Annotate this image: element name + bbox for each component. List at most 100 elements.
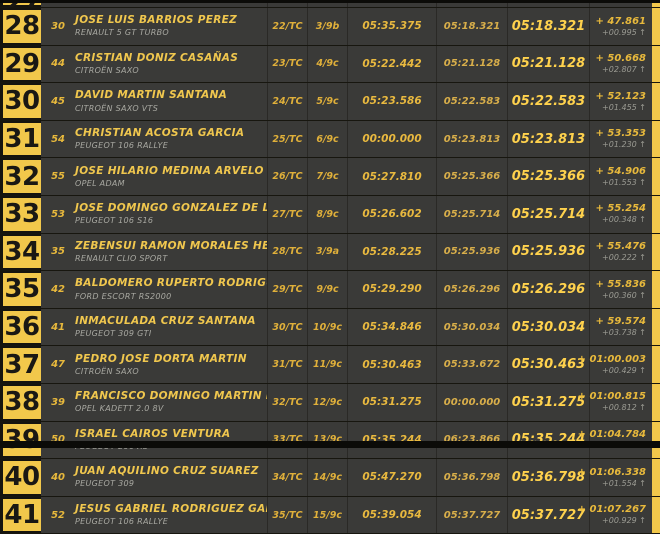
split-time-cell: 05:35.375 (348, 8, 437, 45)
gap-cell: + 55.476 +00.222 ↑ (590, 234, 652, 271)
gap-to-previous: +03.738 ↑ (602, 328, 646, 338)
position-badge: 38 (3, 385, 41, 419)
driver-cell[interactable]: BALDOMERO RUPERTO RODRIGUEZ HERNANDEZ FO… (69, 271, 268, 308)
position-badge: 34 (3, 235, 41, 269)
position-badge: 32 (3, 160, 41, 193)
position-cell: 30 (0, 83, 41, 120)
driver-cell[interactable]: ISRAEL CAIROS VENTURA PEUGEOT 206 XS (69, 421, 268, 459)
table-row[interactable]: 38 39 FRANCISCO DOMINGO MARTIN DORTA OPE… (0, 383, 660, 422)
car-model: PEUGEOT 106 RALLYE (75, 141, 169, 151)
right-edge-stripe (652, 0, 660, 7)
table-row[interactable]: 27 (0, 0, 660, 8)
driver-name: BALDOMERO RUPERTO RODRIGUEZ HERNANDEZ (75, 277, 267, 290)
car-number: 55 (51, 171, 65, 183)
driver-cell[interactable] (69, 0, 268, 7)
car-model: RENAULT CLIO SPORT (75, 253, 168, 263)
car-model: PEUGEOT 309 GTI (75, 329, 152, 339)
gap-cell: + 50.668 +02.807 ↑ (590, 46, 652, 83)
stage-cell: 10/9c (308, 308, 348, 346)
car-number: 44 (51, 58, 65, 70)
time-control-cell: 26/TC (268, 158, 308, 195)
gap-cell: + 01:06.338 +01.554 ↑ (578, 459, 652, 496)
table-row[interactable]: 28 30 JOSE LUIS BARRIOS PEREZ RENAULT 5 … (0, 8, 660, 46)
position-badge: 28 (3, 10, 41, 43)
right-edge-stripe (652, 195, 660, 233)
car-number: 40 (51, 471, 65, 483)
stage-cell: 13/9c (308, 421, 348, 459)
driver-cell[interactable]: FRANCISCO DOMINGO MARTIN DORTA OPEL KADE… (69, 383, 268, 421)
driver-name: ISRAEL CAIROS VENTURA (75, 427, 231, 440)
gap-to-leader: + 52.123 (595, 90, 646, 102)
split-time-cell (348, 0, 437, 7)
gap-to-leader: + 55.476 (595, 241, 646, 253)
right-edge-stripe (652, 496, 660, 534)
gap-to-previous: +00.812 ↑ (602, 403, 646, 413)
table-row[interactable]: 33 53 JOSE DOMINGO GONZALEZ DE LA CRUZ P… (0, 195, 660, 234)
position-cell: 34 (0, 233, 41, 271)
stage-time-cell (437, 0, 508, 7)
position-cell: 32 (0, 158, 41, 195)
table-row[interactable]: 36 41 INMACULADA CRUZ SANTANA PEUGEOT 30… (0, 308, 660, 347)
car-model: CITROËN SAXO (75, 65, 139, 75)
driver-cell[interactable]: JOSE HILARIO MEDINA ARVELO OPEL ADAM (69, 158, 268, 195)
driver-cell[interactable]: JOSE LUIS BARRIOS PEREZ RENAULT 5 GT TUR… (69, 8, 268, 45)
time-control-cell: 31/TC (268, 346, 308, 383)
driver-cell[interactable]: INMACULADA CRUZ SANTANA PEUGEOT 309 GTI (69, 308, 268, 346)
gap-to-leader: + 01:00.815 (577, 391, 646, 403)
total-time-cell: 05:25.366 (508, 158, 590, 195)
driver-name: ZEBENSUI RAMON MORALES HERRERA (75, 239, 267, 252)
driver-name: CHRISTIAN ACOSTA GARCIA (75, 127, 245, 140)
driver-cell[interactable]: CHRISTIAN ACOSTA GARCIA PEUGEOT 106 RALL… (69, 120, 268, 158)
gap-to-previous: +00.995 ↑ (602, 27, 646, 37)
driver-cell[interactable]: ZEBENSUI RAMON MORALES HERRERA RENAULT C… (69, 233, 268, 271)
gap-to-previous: +00.429 ↑ (602, 365, 646, 375)
gap-cell: + 01:07.267 +00.929 ↑ (578, 497, 652, 534)
table-row[interactable]: 40 40 JUAN AQUILINO CRUZ SUAREZ PEUGEOT … (0, 459, 660, 497)
driver-cell[interactable]: JESUS GABRIEL RODRIGUEZ GARCIA PEUGEOT 1… (69, 496, 268, 534)
car-model: CITROËN SAXO (75, 366, 139, 376)
table-row[interactable]: 35 42 BALDOMERO RUPERTO RODRIGUEZ HERNAN… (0, 271, 660, 309)
table-row[interactable]: 32 55 JOSE HILARIO MEDINA ARVELO OPEL AD… (0, 158, 660, 196)
gap-to-previous: +00.222 ↑ (602, 253, 646, 263)
driver-name: PEDRO JOSE DORTA MARTIN (75, 352, 247, 365)
time-control-cell: 33/TC (268, 421, 308, 459)
table-row[interactable]: 34 35 ZEBENSUI RAMON MORALES HERRERA REN… (0, 233, 660, 272)
gap-cell: + 54.906 +01.553 ↑ (590, 158, 652, 195)
position-cell: 36 (0, 308, 41, 346)
table-row[interactable]: 29 44 CRISTIAN DONIZ CASAÑAS CITROËN SAX… (0, 45, 660, 84)
driver-cell[interactable]: DAVID MARTIN SANTANA CITROËN SAXO VTS (69, 83, 268, 120)
top-band (0, 0, 660, 3)
right-edge-stripe (652, 158, 660, 195)
driver-name: DAVID MARTIN SANTANA (75, 89, 228, 102)
gap-to-previous: +00.929 ↑ (602, 516, 646, 526)
table-row[interactable]: 30 45 DAVID MARTIN SANTANA CITROËN SAXO … (0, 83, 660, 121)
split-time-cell: 05:26.602 (348, 195, 437, 233)
driver-name: INMACULADA CRUZ SANTANA (75, 314, 256, 327)
gap-to-previous: +02.807 ↑ (602, 65, 646, 75)
driver-cell[interactable]: JOSE DOMINGO GONZALEZ DE LA CRUZ PEUGEOT… (69, 195, 268, 233)
gap-cell: + 47.861 +00.995 ↑ (590, 8, 652, 45)
table-row[interactable]: 41 52 JESUS GABRIEL RODRIGUEZ GARCIA PEU… (0, 496, 660, 534)
car-number: 50 (51, 434, 65, 446)
car-number: 53 (51, 208, 65, 220)
stage-time-cell: 06:23.866 (437, 421, 508, 459)
time-control-cell (268, 0, 308, 7)
stage-time-cell: 05:25.936 (437, 233, 508, 271)
gap-to-previous: +00.348 ↑ (602, 215, 646, 225)
gap-to-leader: + 55.836 (595, 278, 646, 290)
stage-time-cell: 05:26.296 (437, 271, 508, 308)
gap-cell: + 01:04.784 +03.969 ↑ (578, 422, 652, 459)
car-number: 30 (51, 20, 65, 32)
table-row[interactable]: 37 47 PEDRO JOSE DORTA MARTIN CITROËN SA… (0, 346, 660, 384)
right-edge-stripe (652, 83, 660, 120)
driver-cell[interactable]: CRISTIAN DONIZ CASAÑAS CITROËN SAXO (69, 45, 268, 83)
gap-to-previous: +01.553 ↑ (602, 177, 646, 187)
stage-time-cell: 05:36.798 (437, 459, 508, 496)
position-cell: 37 (0, 346, 41, 383)
driver-cell[interactable]: PEDRO JOSE DORTA MARTIN CITROËN SAXO (69, 346, 268, 383)
driver-cell[interactable]: JUAN AQUILINO CRUZ SUAREZ PEUGEOT 309 (69, 459, 268, 496)
right-edge-stripe (652, 271, 660, 308)
table-row[interactable]: 31 54 CHRISTIAN ACOSTA GARCIA PEUGEOT 10… (0, 120, 660, 159)
car-model: PEUGEOT 106 S16 (75, 216, 154, 226)
